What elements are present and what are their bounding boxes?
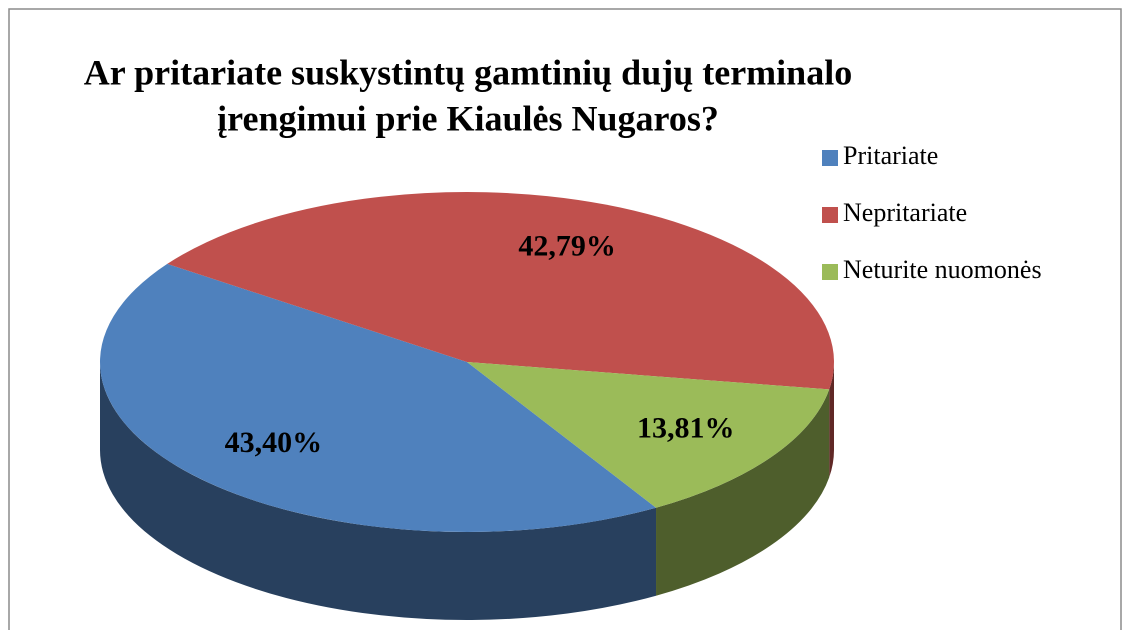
chart-title: įrengimui prie Kiaulės Nugaros? <box>217 98 719 138</box>
legend-swatch <box>822 264 838 280</box>
pie-side <box>656 389 830 596</box>
pie-slice <box>467 362 830 508</box>
legend-label: Pritariate <box>843 141 938 170</box>
legend-label: Nepritariate <box>843 198 967 227</box>
data-label: 13,81% <box>637 412 735 445</box>
pie-side <box>829 362 834 478</box>
pie-side <box>100 362 657 621</box>
legend-swatch <box>822 150 838 166</box>
data-label: 43,40% <box>225 426 323 459</box>
legend-swatch <box>822 207 838 223</box>
chart-title: Ar pritariate suskystintų gamtinių dujų … <box>84 52 852 92</box>
pie-slice <box>167 192 834 390</box>
pie-slice <box>99 263 657 532</box>
legend-label: Neturite nuomonės <box>843 255 1042 284</box>
chart-frame <box>8 8 1122 630</box>
data-label: 42,79% <box>518 230 616 263</box>
